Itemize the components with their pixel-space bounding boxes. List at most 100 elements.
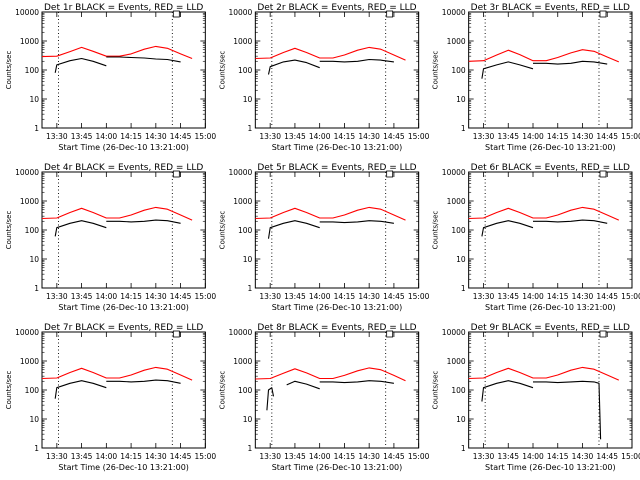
panel-title: Det 2r BLACK = Events, RED = LLD	[257, 3, 416, 13]
y-tick-label: 10000	[15, 168, 39, 177]
x-tick-label: 15:00	[195, 292, 217, 301]
y-tick-label: 1000	[20, 357, 39, 366]
y-axis-label: Counts/sec	[432, 51, 440, 90]
y-tick-label: 10	[243, 415, 253, 424]
y-axis-label: Counts/sec	[218, 51, 226, 90]
y-tick-label: 10	[29, 95, 39, 104]
x-axis-label: Start Time (26-Dec-10 13:21:00)	[272, 463, 403, 472]
plot-frame	[254, 331, 420, 449]
events-series-line	[533, 219, 608, 224]
y-tick-label: 10000	[15, 8, 39, 17]
x-tick-label: 13:30	[46, 292, 68, 301]
events-series-line	[106, 219, 181, 224]
lld-series-line	[468, 49, 620, 63]
events-series-line	[481, 220, 534, 237]
plot-frame	[468, 11, 633, 129]
lld-series-line	[468, 206, 620, 221]
x-tick-label: 14:30	[145, 132, 167, 141]
x-tick-label: 14:00	[96, 292, 118, 301]
x-tick-label: 14:30	[572, 132, 594, 141]
panel-title: Det 3r BLACK = Events, RED = LLD	[471, 3, 630, 13]
x-tick-label: 13:45	[71, 132, 93, 141]
x-tick-label: 15:00	[621, 132, 640, 141]
x-tick-label: 13:45	[284, 452, 306, 461]
events-series-line	[54, 380, 107, 399]
panel-title: Det 8r BLACK = Events, RED = LLD	[257, 323, 416, 333]
x-axis-label: Start Time (26-Dec-10 13:21:00)	[58, 143, 189, 152]
x-tick-label: 14:00	[96, 132, 118, 141]
corner-marker	[599, 10, 607, 18]
x-tick-label: 14:15	[120, 132, 142, 141]
x-tick-label: 14:30	[145, 452, 167, 461]
x-tick-label: 13:45	[71, 292, 93, 301]
y-tick-label: 1000	[20, 37, 39, 46]
x-tick-label: 14:15	[547, 132, 569, 141]
corner-marker	[599, 170, 607, 178]
corner-marker	[386, 170, 394, 178]
panel-title: Det 4r BLACK = Events, RED = LLD	[44, 163, 203, 173]
x-tick-label: 14:15	[547, 452, 569, 461]
events-series-line	[54, 57, 107, 73]
events-series-line	[266, 387, 275, 411]
corner-marker	[599, 330, 607, 338]
x-tick-label: 13:45	[284, 132, 306, 141]
chart-panel: Det 6r BLACK = Events, RED = LLD 1 10 100 10…	[432, 163, 640, 312]
x-tick-label: 14:15	[334, 292, 356, 301]
y-tick-label: 1000	[20, 197, 39, 206]
x-tick-label: 14:45	[383, 452, 405, 461]
lld-series-line	[41, 206, 193, 221]
corner-marker	[172, 330, 180, 338]
chart-panel: Det 1r BLACK = Events, RED = LLD 1 10 100 10…	[5, 3, 216, 152]
x-tick-label: 14:45	[596, 132, 618, 141]
corner-marker	[172, 170, 180, 178]
events-series-line	[533, 60, 608, 65]
panel-title: Det 1r BLACK = Events, RED = LLD	[44, 3, 203, 13]
x-axis-label: Start Time (26-Dec-10 13:21:00)	[485, 303, 616, 312]
events-series-line	[267, 220, 320, 239]
x-tick-label: 13:30	[46, 452, 68, 461]
y-tick-label: 1000	[447, 37, 466, 46]
lld-series-line	[41, 366, 193, 381]
x-tick-label: 14:00	[522, 132, 544, 141]
events-series-line	[54, 220, 107, 237]
y-tick-label: 10	[29, 415, 39, 424]
events-series-line	[106, 56, 181, 63]
x-tick-label: 15:00	[195, 452, 217, 461]
x-tick-label: 13:45	[71, 452, 93, 461]
y-tick-label: 10000	[442, 328, 466, 337]
events-series-line	[481, 380, 534, 402]
y-tick-label: 1000	[447, 357, 466, 366]
y-tick-label: 1	[34, 124, 39, 133]
y-tick-label: 1	[34, 284, 39, 293]
y-tick-label: 10000	[228, 168, 252, 177]
x-tick-label: 13:45	[497, 452, 519, 461]
plot-frame	[41, 171, 206, 289]
lld-series-line	[255, 206, 406, 221]
y-tick-label: 100	[238, 66, 253, 75]
x-tick-label: 14:00	[522, 452, 544, 461]
x-tick-label: 14:45	[596, 292, 618, 301]
y-tick-label: 1	[34, 444, 39, 453]
events-series-line	[533, 380, 602, 440]
chart-panel: Det 5r BLACK = Events, RED = LLD 1 10 100 10…	[218, 163, 429, 312]
x-tick-label: 14:45	[170, 292, 192, 301]
x-tick-label: 14:15	[334, 452, 356, 461]
x-tick-label: 14:00	[309, 292, 331, 301]
y-tick-label: 100	[238, 386, 253, 395]
y-tick-label: 100	[25, 66, 40, 75]
events-series-line	[319, 220, 394, 224]
lld-series-line	[468, 366, 620, 381]
x-tick-label: 14:15	[334, 132, 356, 141]
y-tick-label: 10000	[15, 328, 39, 337]
chart-panel: Det 4r BLACK = Events, RED = LLD 1 10 100 10…	[5, 163, 216, 312]
y-tick-label: 1000	[233, 357, 252, 366]
y-tick-label: 1	[248, 444, 253, 453]
y-tick-label: 10	[243, 95, 253, 104]
x-tick-label: 14:45	[170, 452, 192, 461]
plot-frame	[468, 171, 633, 289]
corner-marker	[172, 10, 180, 18]
x-tick-label: 14:15	[120, 292, 142, 301]
x-tick-label: 14:15	[120, 452, 142, 461]
x-tick-label: 14:30	[145, 292, 167, 301]
y-tick-label: 100	[25, 386, 40, 395]
